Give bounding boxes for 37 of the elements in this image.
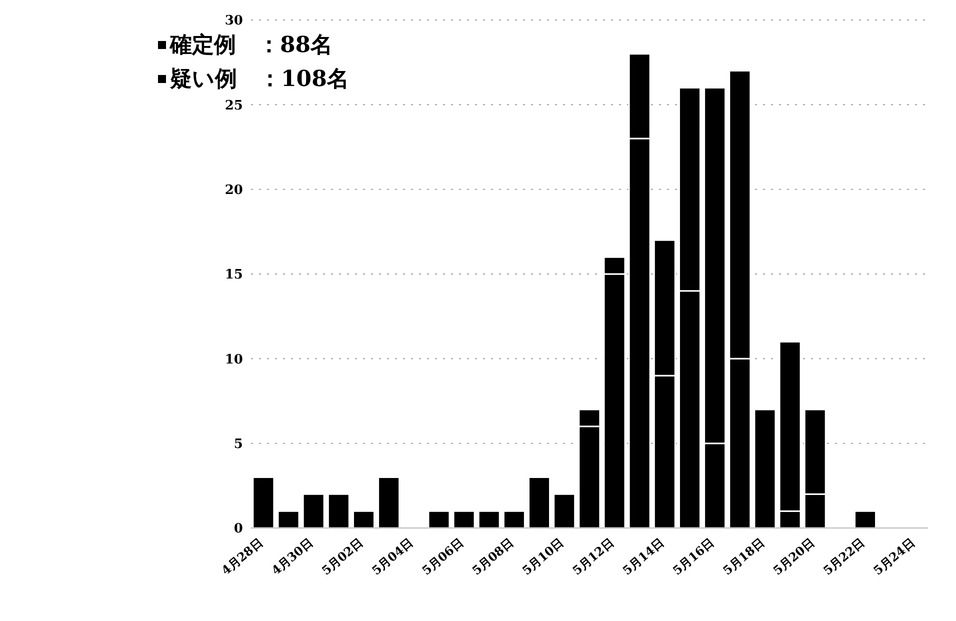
- y-tick-label: 10: [224, 352, 243, 368]
- bar: [553, 493, 576, 528]
- bar: [277, 510, 300, 528]
- x-tick-label: 4月28日: [218, 536, 266, 578]
- x-tick-label: 5月22日: [820, 536, 868, 578]
- x-tick-label: 5月16日: [670, 536, 717, 578]
- y-tick-label: 5: [234, 436, 243, 452]
- bar: [854, 510, 877, 528]
- x-tick-label: 5月10日: [520, 536, 566, 578]
- x-tick-label: 5月12日: [570, 536, 616, 578]
- bar: [754, 408, 776, 528]
- x-tick-label: 4月30日: [268, 536, 316, 578]
- x-tick-label: 5月04日: [369, 536, 416, 578]
- x-tick-label: 5月18日: [720, 536, 767, 578]
- bar: [528, 476, 551, 528]
- bar: [327, 493, 350, 528]
- x-tick-label: 5月08日: [470, 536, 516, 578]
- x-tick-label: 5月20日: [770, 536, 818, 578]
- bar: [502, 510, 526, 528]
- legend-label: 確定例 ：88名: [170, 31, 333, 60]
- y-tick-label: 30: [224, 14, 243, 29]
- x-tick-label: 5月14日: [620, 536, 667, 578]
- bar: [452, 510, 476, 528]
- bar: [478, 510, 500, 528]
- x-tick-label: 5月24日: [870, 536, 918, 578]
- bar: [252, 476, 275, 528]
- y-tick-label: 15: [224, 268, 243, 283]
- x-tick-label: 5月06日: [419, 536, 466, 578]
- bar: [378, 476, 400, 528]
- x-tick-label: 5月02日: [319, 536, 366, 578]
- y-tick-label: 20: [224, 182, 243, 198]
- bar: [352, 510, 375, 528]
- legend-label: 疑い例 ：108名: [170, 65, 349, 94]
- bar: [428, 510, 450, 528]
- bar: [302, 493, 325, 528]
- y-tick-label: 0: [234, 522, 243, 537]
- y-tick-label: 25: [224, 98, 243, 114]
